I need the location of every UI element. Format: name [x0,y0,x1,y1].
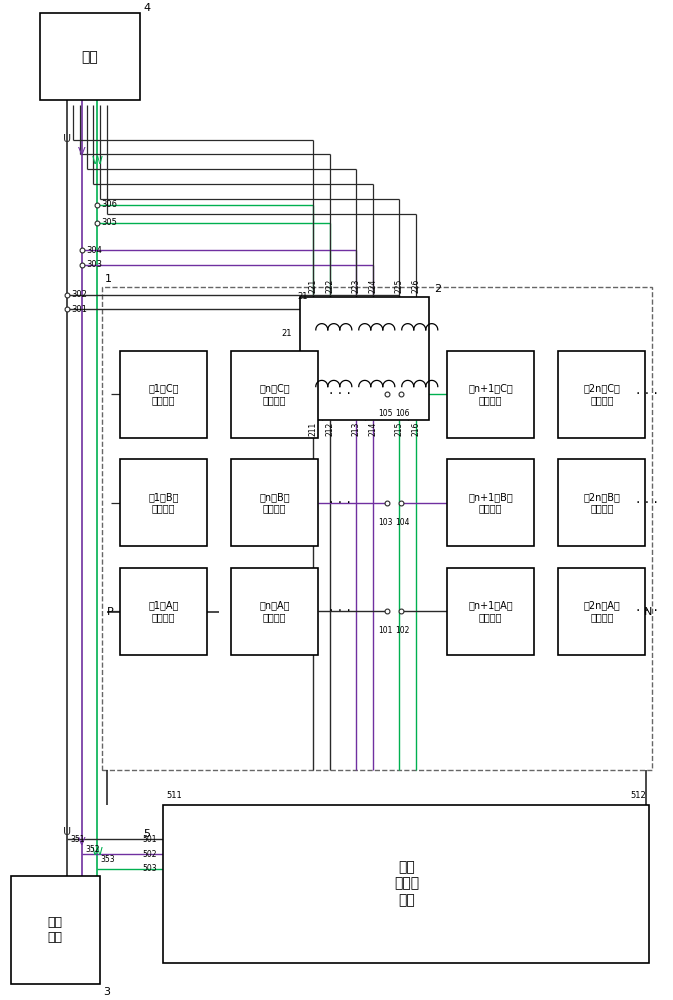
Text: 第n个B相
功率单元: 第n个B相 功率单元 [259,492,290,514]
Text: 221: 221 [309,278,318,293]
Text: 105: 105 [378,409,392,418]
Text: 第n个A相
功率单元: 第n个A相 功率单元 [259,601,290,622]
Bar [120,351,207,438]
Text: 512: 512 [631,791,646,800]
Text: 第2n个B相
功率单元: 第2n个B相 功率单元 [583,492,621,514]
Text: 103: 103 [378,518,392,527]
Text: 301: 301 [71,305,87,314]
Text: 226: 226 [412,278,421,293]
Text: 第1个C相
功率单元: 第1个C相 功率单元 [148,383,179,405]
Text: 第n+1个A相
功率单元: 第n+1个A相 功率单元 [468,601,513,622]
Text: · · ·: · · · [637,496,658,510]
Text: 225: 225 [394,278,404,293]
Text: P: P [107,607,114,617]
Text: 302: 302 [71,290,87,299]
Text: W: W [92,847,102,857]
Bar [558,351,645,438]
Text: 4: 4 [143,3,150,13]
Bar [11,876,100,984]
Text: 216: 216 [412,422,421,436]
Text: U: U [63,827,71,837]
Text: · · ·: · · · [637,604,658,618]
Text: 352: 352 [85,845,100,854]
Bar [40,13,139,100]
Bar [231,351,318,438]
Text: 224: 224 [369,278,378,293]
Text: · · ·: · · · [329,604,351,618]
Text: 21: 21 [282,329,292,338]
Text: 305: 305 [101,218,117,227]
Text: N: N [644,607,653,617]
Text: 第1个B相
功率单元: 第1个B相 功率单元 [148,492,179,514]
Bar [558,459,645,546]
Bar [231,568,318,655]
Bar [447,351,534,438]
Text: · · ·: · · · [637,387,658,401]
Text: 212: 212 [326,422,335,436]
Text: 222: 222 [326,278,335,293]
Bar [164,805,649,963]
Text: 负载: 负载 [81,50,98,64]
Text: 三相
电网: 三相 电网 [48,916,63,944]
Bar [447,568,534,655]
Text: 502: 502 [142,850,157,859]
Text: 102: 102 [396,626,410,635]
Bar [447,459,534,546]
Text: 223: 223 [352,278,361,293]
Bar [231,459,318,546]
Text: 第2n个C相
功率单元: 第2n个C相 功率单元 [583,383,621,405]
Text: 整流
与储能
单元: 整流 与储能 单元 [394,860,419,907]
Text: 第1个A相
功率单元: 第1个A相 功率单元 [148,601,178,622]
Text: · · ·: · · · [329,496,351,510]
Text: 5: 5 [143,829,150,839]
Text: W: W [92,156,102,166]
Text: V: V [78,837,86,847]
Text: V: V [78,147,86,157]
Text: 1: 1 [105,274,112,284]
Bar [120,568,207,655]
Bar [558,568,645,655]
Text: 第n+1个B相
功率单元: 第n+1个B相 功率单元 [468,492,513,514]
Text: 501: 501 [142,835,157,844]
Text: 101: 101 [378,626,392,635]
Text: 106: 106 [396,409,410,418]
Text: 21: 21 [297,292,308,301]
Text: 第2n个A相
功率单元: 第2n个A相 功率单元 [583,601,620,622]
Text: 503: 503 [142,864,157,873]
Text: · · ·: · · · [329,387,351,401]
Text: 第n个C相
功率单元: 第n个C相 功率单元 [259,383,290,405]
Bar [300,297,429,420]
Bar [102,287,652,770]
Text: 214: 214 [369,422,378,436]
Text: 353: 353 [100,855,115,864]
Bar [120,459,207,546]
Text: 第n+1个C相
功率单元: 第n+1个C相 功率单元 [468,383,513,405]
Text: U: U [63,134,71,144]
Text: 3: 3 [104,987,110,997]
Text: 351: 351 [71,835,85,844]
Text: 511: 511 [167,791,182,800]
Text: 303: 303 [86,260,102,269]
Text: 215: 215 [394,422,404,436]
Text: 306: 306 [101,200,117,209]
Text: 211: 211 [309,422,318,436]
Text: 213: 213 [352,422,361,436]
Text: 2: 2 [435,284,441,294]
Text: 104: 104 [396,518,410,527]
Text: 304: 304 [86,246,102,255]
